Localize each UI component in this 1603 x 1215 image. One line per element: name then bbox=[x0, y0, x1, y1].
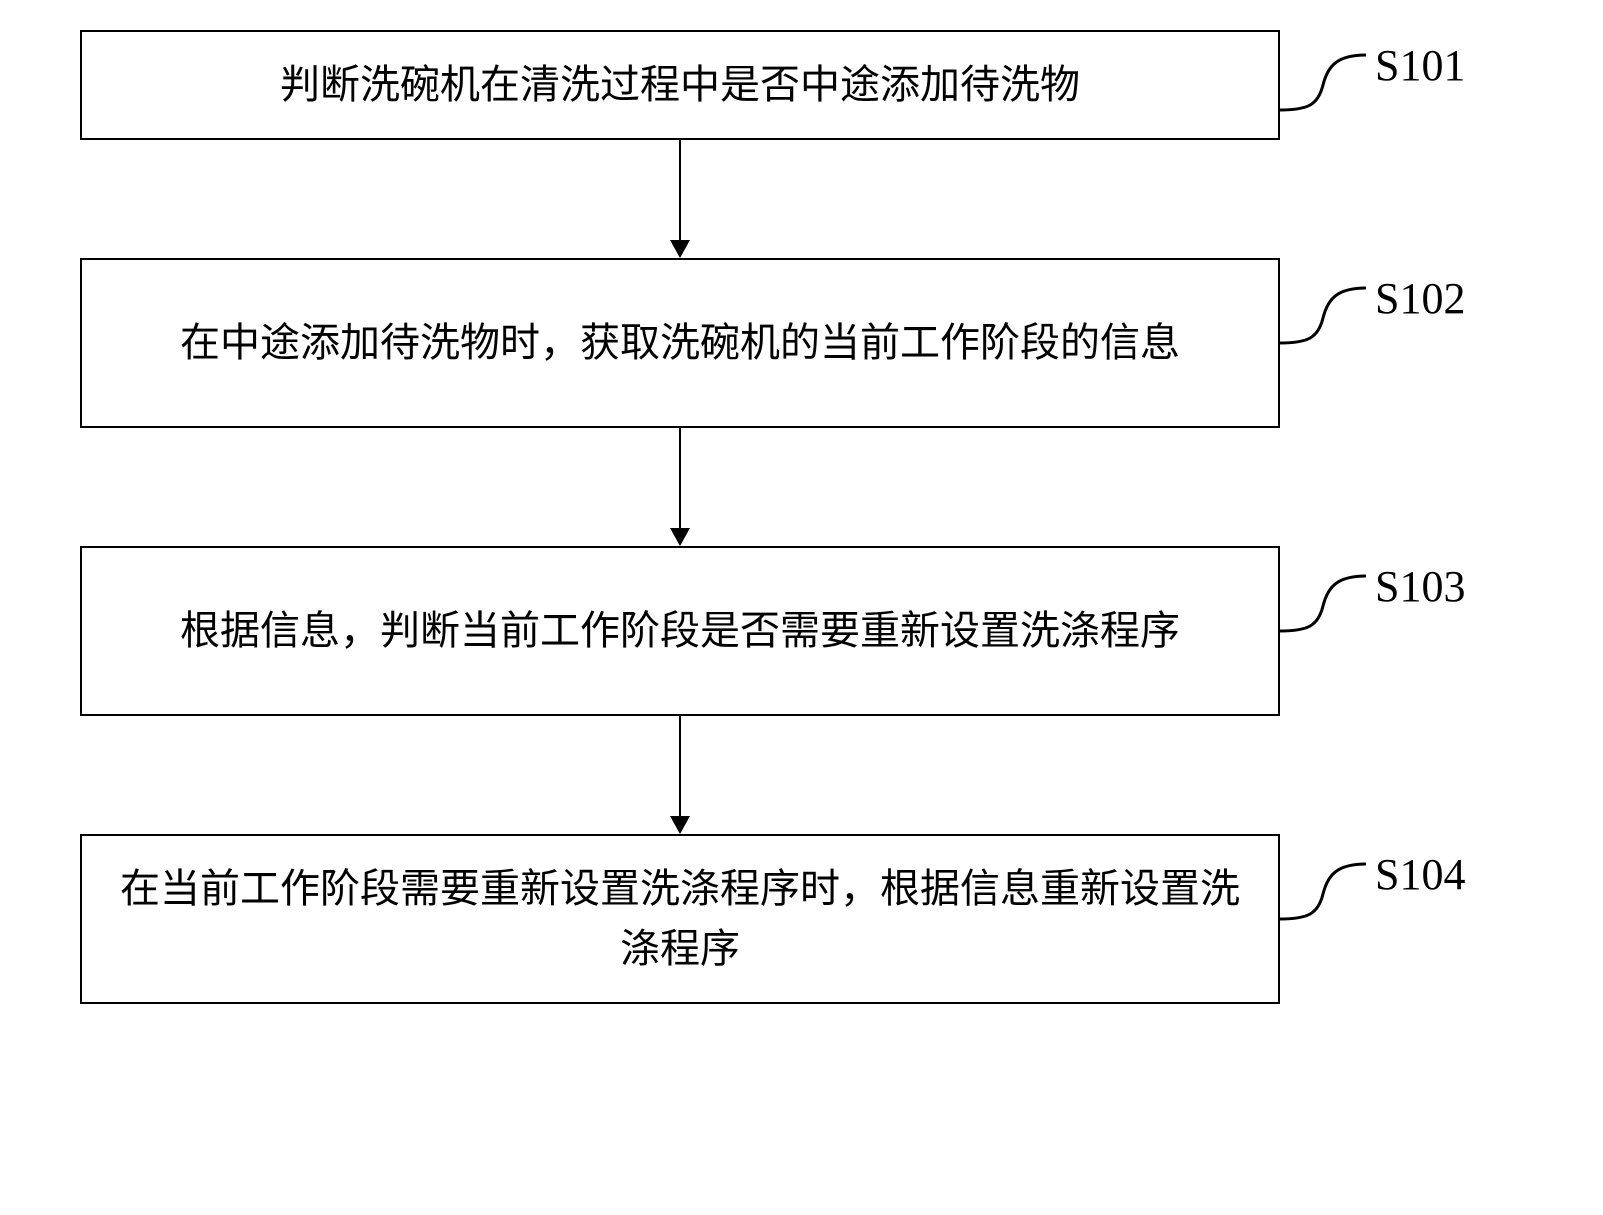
step-box-s102: 在中途添加待洗物时，获取洗碗机的当前工作阶段的信息 bbox=[80, 258, 1280, 428]
step-row-s101: 判断洗碗机在清洗过程中是否中途添加待洗物 S101 bbox=[80, 30, 1520, 140]
step-row-s104: 在当前工作阶段需要重新设置洗涤程序时，根据信息重新设置洗涤程序 S104 bbox=[80, 834, 1520, 1004]
step-box-s103: 根据信息，判断当前工作阶段是否需要重新设置洗涤程序 bbox=[80, 546, 1280, 716]
step-label-s103: S103 bbox=[1375, 561, 1465, 612]
arrow-connector bbox=[80, 716, 1280, 834]
label-connector-curve bbox=[1278, 50, 1368, 120]
arrow-head-icon bbox=[670, 816, 690, 834]
step-row-s103: 根据信息，判断当前工作阶段是否需要重新设置洗涤程序 S103 bbox=[80, 546, 1520, 716]
step-text: 判断洗碗机在清洗过程中是否中途添加待洗物 bbox=[280, 55, 1080, 115]
step-box-s104: 在当前工作阶段需要重新设置洗涤程序时，根据信息重新设置洗涤程序 bbox=[80, 834, 1280, 1004]
flowchart-container: 判断洗碗机在清洗过程中是否中途添加待洗物 S101 在中途添加待洗物时，获取洗碗机的… bbox=[80, 30, 1520, 1004]
step-text: 在中途添加待洗物时，获取洗碗机的当前工作阶段的信息 bbox=[180, 313, 1180, 373]
step-text: 在当前工作阶段需要重新设置洗涤程序时，根据信息重新设置洗涤程序 bbox=[102, 859, 1258, 979]
step-row-s102: 在中途添加待洗物时，获取洗碗机的当前工作阶段的信息 S102 bbox=[80, 258, 1520, 428]
label-connector-curve bbox=[1278, 283, 1368, 353]
label-connector-curve bbox=[1278, 859, 1368, 929]
arrow-connector bbox=[80, 428, 1280, 546]
step-label-s101: S101 bbox=[1375, 40, 1465, 91]
arrow-line bbox=[679, 428, 681, 528]
arrow-line bbox=[679, 716, 681, 816]
step-label-s102: S102 bbox=[1375, 273, 1465, 324]
step-text: 根据信息，判断当前工作阶段是否需要重新设置洗涤程序 bbox=[180, 601, 1180, 661]
label-connector-curve bbox=[1278, 571, 1368, 641]
arrow-head-icon bbox=[670, 240, 690, 258]
step-label-s104: S104 bbox=[1375, 849, 1465, 900]
arrow-head-icon bbox=[670, 528, 690, 546]
step-box-s101: 判断洗碗机在清洗过程中是否中途添加待洗物 bbox=[80, 30, 1280, 140]
arrow-connector bbox=[80, 140, 1280, 258]
arrow-line bbox=[679, 140, 681, 240]
